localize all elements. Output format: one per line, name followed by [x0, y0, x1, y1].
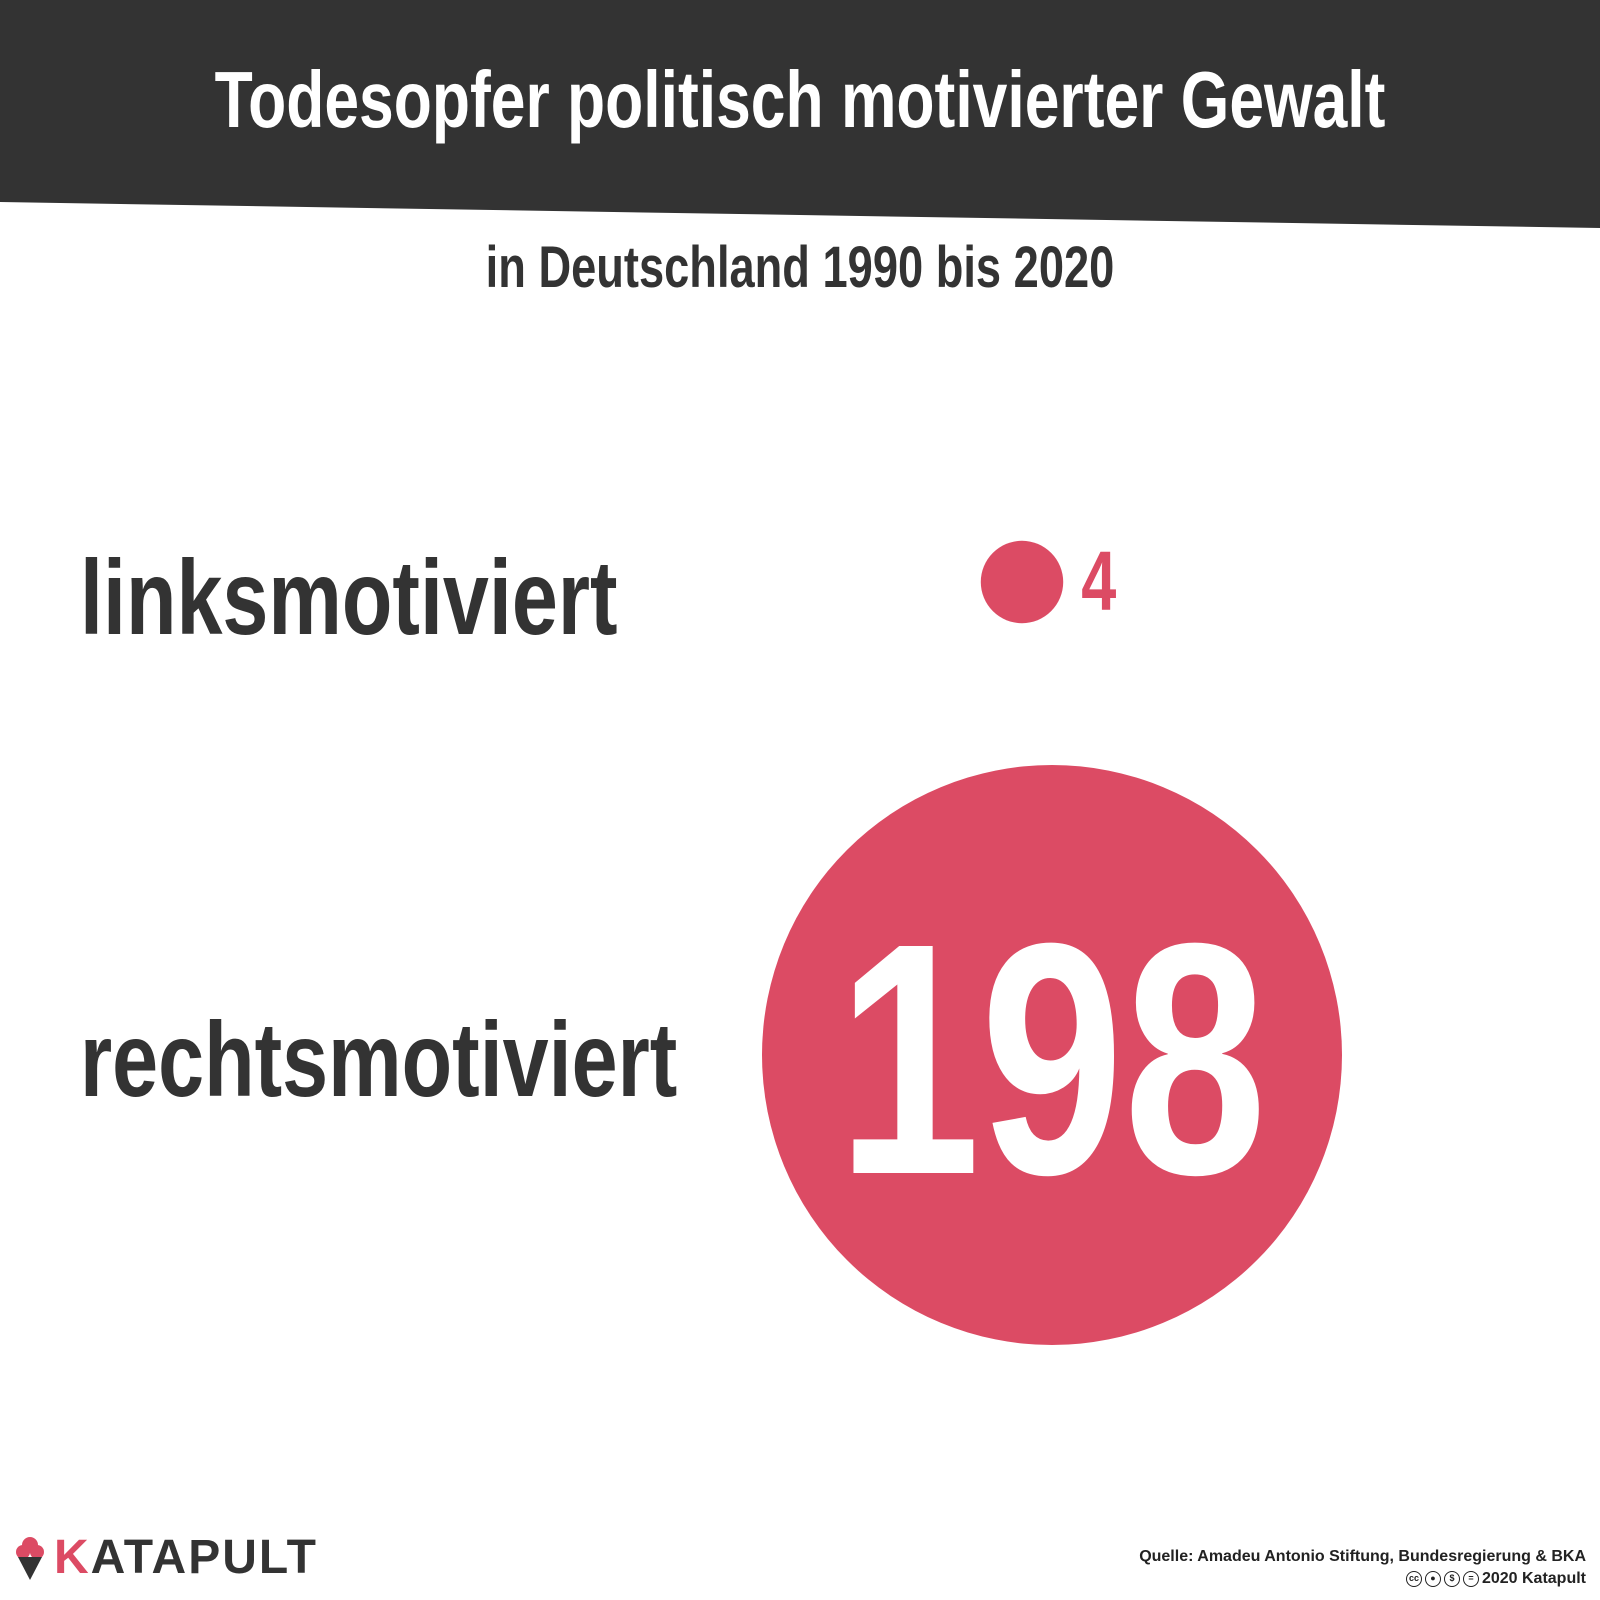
license-text: 2020 Katapult [1481, 1570, 1586, 1587]
source-note: Quelle: Amadeu Antonio Stiftung, Bundesr… [1139, 1546, 1586, 1590]
bubble-linksmotiviert [980, 540, 1064, 624]
chart-title: Todesopfer politisch motivierter Gewalt [214, 55, 1386, 144]
category-label-rechts: rechtsmotiviert [80, 1001, 678, 1119]
nd-icon: = [1462, 1571, 1479, 1587]
value-label-rechtsmotiviert: 198 [837, 874, 1266, 1243]
brand-initial: K [54, 1530, 91, 1584]
bubble-rechtsmotiviert [762, 765, 1342, 1345]
title-banner [0, 0, 1600, 230]
value-label-linksmotiviert: 4 [1081, 534, 1116, 628]
source-text: Quelle: Amadeu Antonio Stiftung, Bundesr… [1139, 1548, 1586, 1565]
license-row: cc ● $ = 2020 Katapult [1139, 1568, 1586, 1590]
title-banner-shape [0, 0, 1600, 228]
category-label-links: linksmotiviert [80, 539, 618, 657]
brand-name: KATAPULT [54, 1530, 318, 1585]
chart-subtitle: in Deutschland 1990 bis 2020 [485, 235, 1115, 300]
cc-icon: cc [1405, 1571, 1422, 1587]
nc-icon: $ [1443, 1571, 1460, 1587]
ice-cream-cone-icon [16, 1537, 44, 1580]
katapult-logo: KATAPULT [12, 1530, 318, 1585]
by-icon: ● [1424, 1571, 1441, 1587]
brand-rest: ATAPULT [90, 1530, 318, 1584]
